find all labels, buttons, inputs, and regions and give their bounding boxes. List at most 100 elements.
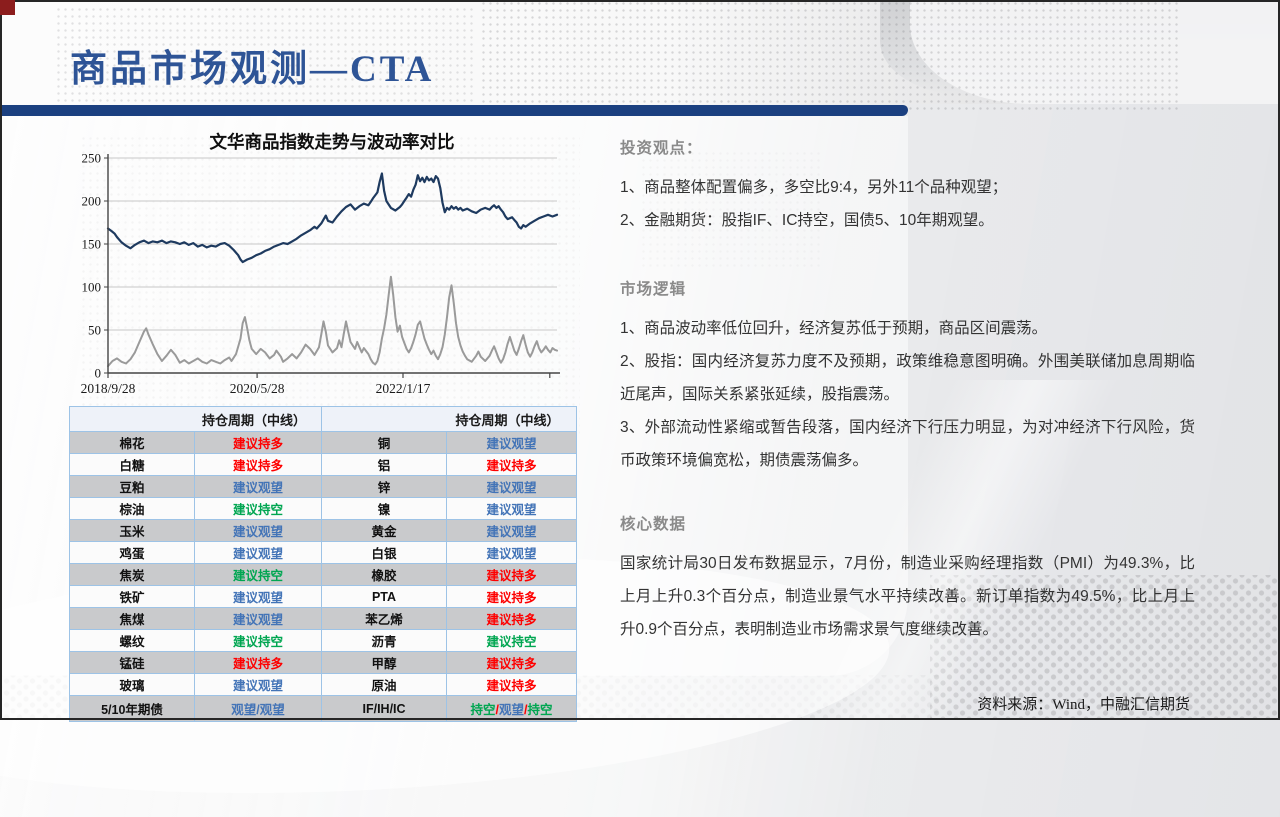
recommendation-cell: 建议观望 [446,431,578,454]
recommendation-text: 建议观望 [233,679,284,693]
x-tick-label: 2022/1/17 [376,381,431,396]
recommendation-text: 建议持多 [486,679,537,693]
header-corner-shade [880,0,1280,96]
table-row: 螺纹 建议持空 沥青 建议持空 [69,629,578,652]
text-section: 核心数据 国家统计局30日发布数据显示，7月份，制造业采购经理指数（PMI）为49… [620,512,1195,646]
recommendation-cell: 建议持多 [193,651,323,674]
commodity-name-cell: 玉米 [69,519,195,542]
table-row: 焦炭 建议持空 橡胶 建议持多 [69,563,578,586]
commodity-name-cell: 苯乙烯 [321,607,448,630]
y-tick-label: 200 [82,194,102,209]
recommendation-cell: 建议持空 [446,629,578,652]
recommendation-text: 建议观望 [486,547,537,561]
commodity-name-cell: IF/IH/IC [321,695,448,722]
y-tick-label: 100 [82,280,102,295]
text-section: 市场逻辑 1、商品波动率低位回升，经济复苏低于预期，商品区间震荡。 2、股指：国内经… [620,277,1195,477]
commodity-name-cell: 鸡蛋 [69,541,195,564]
commodity-name-cell: 锰硅 [69,651,195,674]
table-row: 鸡蛋 建议观望 白银 建议观望 [69,541,578,564]
header-swoosh [910,0,1280,104]
data-source-note: 资料来源：Wind，中融汇信期货 [977,697,1190,713]
section-paragraph: 1、商品波动率低位回升，经济复苏低于预期，商品区间震荡。 [620,320,1048,337]
recommendation-table: 持仓周期（中线） 持仓周期（中线） 棉花 建议持多铜建议观望 白糖 建议持多铝建议持多 豆粕… [68,406,578,722]
recommendation-cell: 建议持多 [446,585,578,608]
commodity-name-cell: PTA [321,585,448,608]
table-row: 玻璃 建议观望 原油 建议持多 [69,673,578,696]
series-文华商品指数 [106,172,559,264]
recommendation-text: 持空 [527,703,553,717]
commodity-index-volatility-chart: 文华商品指数走势与波动率对比 0 50 100 150 200 250 2018/9/28 20… [68,130,570,400]
recommendation-text: 建议持空 [233,635,284,649]
recommendation-text: 建议观望 [233,525,284,539]
commodity-name-cell: 铁矿 [69,585,195,608]
recommendation-cell: 建议观望 [193,585,323,608]
table-row: 锰硅 建议持多 甲醇 建议持多 [69,651,578,674]
commodity-name-cell: 白糖 [69,453,195,476]
commodity-name-cell: 镍 [321,497,448,520]
recommendation-text: 建议持空 [486,635,537,649]
table-row: 白糖 建议持多 铝 建议持多 [69,453,578,476]
y-tick-label: 0 [95,366,102,381]
recommendation-text: 建议持多 [486,613,537,627]
recommendation-text: 建议观望 [486,437,537,451]
table-row: 豆粕 建议观望 锌 建议观望 [69,475,578,498]
commodity-name-cell: 白银 [321,541,448,564]
recommendation-text: 观望 [499,703,525,717]
recommendation-text: 建议持空 [233,503,284,517]
commodity-name-cell: 棕油 [69,497,195,520]
table-row: 5/10年期债 观望/观望 IF/IH/IC 持空/观望/持空 [69,695,578,722]
commodity-name-cell: 焦煤 [69,607,195,630]
recommendation-cell: 建议持空 [193,497,323,520]
section-paragraph: 2、股指：国内经济复苏力度不及预期，政策维稳意图明确。外围美联储加息周期临近尾声… [620,353,1195,403]
commodity-name-cell: 沥青 [321,629,448,652]
recommendation-text: 建议持多 [486,591,537,605]
commodity-name-cell: 原油 [321,673,448,696]
recommendation-text: 建议持多 [486,657,537,671]
recommendation-cell: 建议观望 [446,541,578,564]
recommendation-cell: 建议持多 [193,431,323,454]
commodity-name-cell: 黄金 [321,519,448,542]
section-paragraph: 1、商品整体配置偏多，多空比9:4，另外11个品种观望； [620,179,1008,196]
recommendation-cell: 建议观望 [193,673,323,696]
table-row: 棉花 建议持多 铜 建议观望 [69,431,578,454]
recommendation-cell: 建议观望 [446,497,578,520]
y-tick-label: 150 [82,237,102,252]
commodity-name-cell: 铜 [321,431,448,454]
recommendation-cell: 持空/观望/持空 [446,695,578,722]
recommendation-text: 持空 [470,703,496,717]
commodity-name-cell: 焦炭 [69,563,195,586]
commodity-name-cell: 螺纹 [69,629,195,652]
recommendation-table-grid: 持仓周期（中线） 持仓周期（中线） 棉花 建议持多铜建议观望 白糖 建议持多铝建议持多 豆粕… [68,406,578,722]
recommendation-text: 建议持多 [233,459,284,473]
commodity-name-cell: 铝 [321,453,448,476]
recommendation-text: 建议持多 [486,459,537,473]
table-row: 焦煤 建议观望 苯乙烯 建议持多 [69,607,578,630]
recommendation-cell: 建议持多 [193,453,323,476]
commodity-name-cell: 5/10年期债 [69,695,195,722]
recommendation-text: 建议持空 [233,569,284,583]
recommendation-cell: 建议持多 [446,607,578,630]
recommendation-cell: 建议持多 [446,673,578,696]
recommendation-cell: 建议观望 [193,519,323,542]
table-header-cell: 持仓周期（中线） [321,406,578,432]
worldmap-dots-texture [480,0,1180,112]
section-title: 市场逻辑 [620,281,687,298]
recommendation-text: 建议持多 [233,437,284,451]
recommendation-text: 建议观望 [486,525,537,539]
recommendation-cell: 建议持多 [446,453,578,476]
recommendation-text: 建议观望 [233,613,284,627]
recommendation-cell: 建议持多 [446,651,578,674]
series-波动率 [107,275,558,368]
commodity-name-cell: 橡胶 [321,563,448,586]
commodity-name-cell: 甲醇 [321,651,448,674]
page-title: 商品市场观测—CTA [70,49,435,90]
y-tick-label: 250 [82,151,102,166]
section-title: 核心数据 [620,516,687,533]
table-row: 棕油 建议持空 镍 建议观望 [69,497,578,520]
recommendation-cell: 建议持多 [446,563,578,586]
recommendation-text: 建议观望 [233,481,284,495]
recommendation-text: 建议持多 [233,657,284,671]
commodity-name-cell: 豆粕 [69,475,195,498]
commodity-name-cell: 玻璃 [69,673,195,696]
chart-svg: 文华商品指数走势与波动率对比 0 50 100 150 200 250 2018/9/28 20… [81,132,560,396]
